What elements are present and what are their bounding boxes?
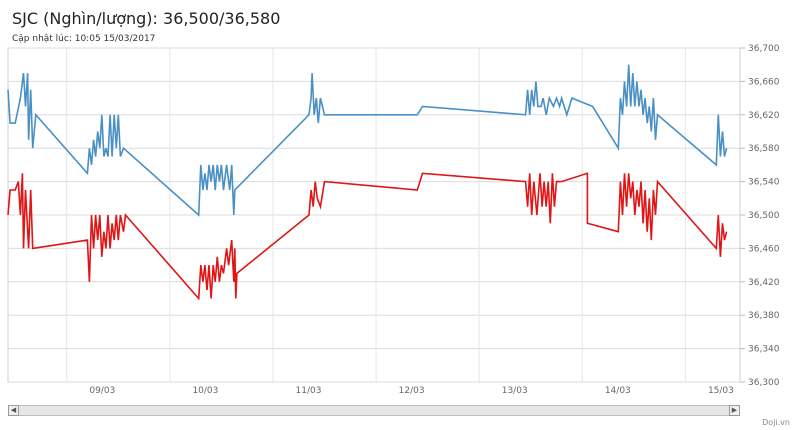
price-chart: 36,300 36,340 36,380 36,420 36,460 36,500 36,5… [7,44,780,396]
y-tick-label: 36,500 [748,211,780,221]
source-credit: Doji.vn [762,418,790,427]
x-tick-label: 14/03 [605,386,631,396]
x-tick-label: 15/03 [708,386,734,396]
y-tick-label: 36,620 [748,111,780,121]
y-axis-ticks: 36,300 36,340 36,380 36,420 36,460 36,500 36,5… [748,44,780,388]
x-tick-label: 13/03 [502,386,528,396]
y-tick-label: 36,660 [748,77,780,87]
x-tick-label: 12/03 [399,386,425,396]
y-tick-label: 36,580 [748,144,780,154]
y-tick-label: 36,340 [748,345,780,355]
y-tick-label: 36,300 [748,378,780,388]
chart-title: SJC (Nghìn/lượng): 36,500/36,580 [12,9,281,28]
x-tick-label: 11/03 [296,386,322,396]
y-tick-label: 36,540 [748,178,780,188]
y-tick-label: 36,380 [748,311,780,321]
x-tick-label: 10/03 [192,386,218,396]
x-tick-label: 09/03 [89,386,115,396]
y-tick-label: 36,700 [748,44,780,54]
series-line-1 [7,64,728,217]
y-tick-label: 36,460 [748,244,780,254]
updated-timestamp: Cập nhật lúc: 10:05 15/03/2017 [12,34,156,44]
scroll-left-button[interactable]: ◀ [8,405,19,416]
series-lines [7,64,728,301]
series-line-2 [7,172,728,301]
y-tick-label: 36,420 [748,278,780,288]
scroll-right-button[interactable]: ▶ [729,405,740,416]
chart-scrollbar[interactable]: ◀ ▶ [8,405,740,416]
x-axis-ticks: 09/03 10/03 11/03 12/03 13/03 14/03 15/03 [89,386,734,396]
